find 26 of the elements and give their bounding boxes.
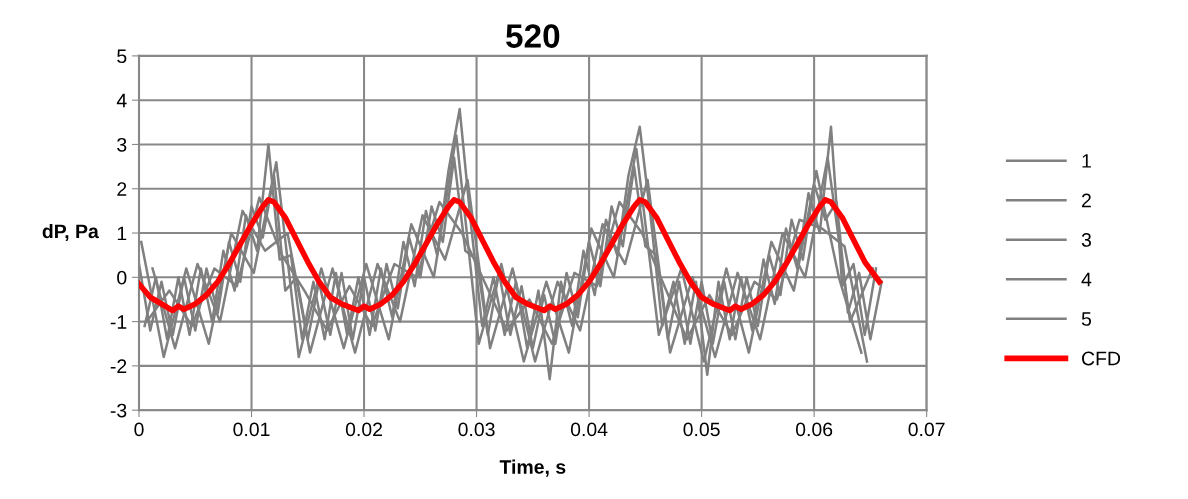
x-tick-label: 0.06 (795, 422, 833, 437)
legend-label: CFD (1082, 351, 1121, 366)
x-tick-label: 0.03 (458, 422, 495, 437)
legend-label: 1 (1082, 154, 1091, 168)
x-tick-label: 0 (134, 422, 144, 437)
x-tick-label: 0.01 (233, 422, 270, 437)
y-tick-label: 5 (117, 49, 127, 64)
y-tick-label: 0 (117, 270, 127, 285)
y-tick-label: 2 (117, 182, 127, 196)
legend-label: 5 (1081, 312, 1092, 326)
y-tick-label: 4 (116, 93, 127, 108)
x-tick-label: 0.04 (570, 422, 608, 437)
x-tick-label: 0.05 (683, 422, 720, 437)
legend-label: 3 (1081, 233, 1091, 247)
x-tick-label: 0.07 (908, 422, 945, 437)
legend-label: 4 (1081, 272, 1092, 287)
legend-label: 2 (1082, 193, 1091, 208)
y-tick-label: -2 (110, 359, 127, 373)
y-tick-label: 3 (117, 137, 127, 152)
y-tick-label: -3 (110, 403, 127, 418)
y-tick-label: 1 (117, 226, 127, 241)
y-axis-title: dP, Pa (42, 223, 99, 242)
x-axis-title: Time, s (499, 459, 566, 477)
chart-title: 520 (506, 24, 560, 48)
y-tick-label: -1 (110, 315, 127, 329)
x-tick-label: 0.02 (345, 422, 382, 437)
